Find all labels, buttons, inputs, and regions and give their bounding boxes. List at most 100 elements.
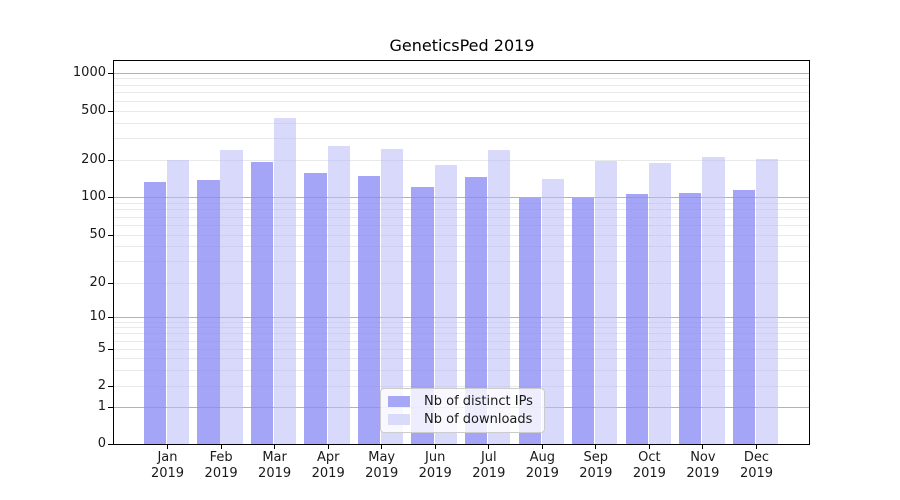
x-tick-mark [648,445,650,449]
bar-downloads-oct [648,162,672,444]
x-tick-mark [702,445,704,449]
legend-item-distinct-ips: Nb of distinct IPs [388,394,538,409]
gridline-major [114,72,809,74]
bar-distinct-ips-jun [411,187,434,444]
gridline-major [114,197,809,199]
bar-downloads-jun [434,165,457,444]
y-tick-label: 0 [97,436,106,451]
gridline-minor [114,358,809,360]
bar-distinct-ips-apr [304,173,327,444]
bar-distinct-ips-mar [250,161,274,444]
y-tick-label: 500 [81,102,106,118]
gridline-major [114,316,809,318]
x-tick-mark [595,445,597,449]
bar-distinct-ips-aug [518,198,541,444]
gridline-minor [114,216,809,218]
y-tick-mark [108,386,114,387]
y-tick-mark [108,110,114,112]
x-tick-mark [274,445,276,449]
bar-distinct-ips-nov [679,192,702,444]
y-tick-label: 200 [81,152,106,167]
gridline-minor [114,321,809,323]
x-tick-label: Jan 2019 [150,450,185,481]
chart-title: GeneticsPed 2019 [389,36,535,55]
gridline-minor [114,160,809,161]
y-tick-mark [108,72,114,74]
gridline-minor [114,122,809,124]
bar-distinct-ips-feb [197,180,220,444]
bar-distinct-ips-jan [143,182,167,444]
bar-downloads-aug [541,179,564,444]
y-tick-label: 20 [89,274,106,290]
gridline-minor [114,282,809,284]
legend-swatch-downloads-icon [388,414,410,425]
bar-downloads-jan [166,160,190,444]
bar-distinct-ips-sep [572,198,595,444]
gridline-minor [114,138,809,140]
gridline-minor [114,84,809,86]
legend-label-distinct-ips: Nb of distinct IPs [424,394,533,409]
y-tick-mark [108,349,114,351]
gridline-minor [114,349,809,351]
y-tick-mark [108,316,114,318]
gridline-minor [114,369,809,371]
gridline-minor [114,78,809,80]
x-tick-label: Nov 2019 [686,450,720,481]
x-tick-mark [756,445,757,449]
x-tick-label: May 2019 [365,450,399,481]
bar-downloads-dec [755,159,779,444]
gridline-minor [114,203,809,204]
x-tick-label: Sep 2019 [579,450,613,481]
x-tick-mark [434,445,436,449]
y-tick-label: 1000 [72,64,106,80]
bar-distinct-ips-may [357,176,381,444]
bar-distinct-ips-oct [625,193,648,444]
y-tick-mark [108,406,114,408]
x-tick-mark [541,445,543,449]
bar-distinct-ips-jul [465,176,488,444]
x-tick-mark [167,445,168,449]
bar-downloads-jul [488,149,511,444]
bar-downloads-nov [702,156,725,444]
x-tick-mark [381,445,383,449]
bar-downloads-apr [327,146,350,444]
gridline-minor [114,92,809,94]
y-tick-mark [108,282,114,284]
legend-label-downloads: Nb of downloads [424,412,533,427]
x-tick-mark [220,445,222,449]
x-tick-label: Oct 2019 [632,450,666,481]
x-tick-label: Dec 2019 [739,450,774,481]
x-tick-label: Apr 2019 [311,450,345,481]
gridline-minor [114,246,809,248]
y-tick-label: 50 [89,226,106,242]
gridline-minor [114,386,809,387]
gridline-minor [114,100,809,102]
gridline-minor [114,327,809,329]
y-tick-label: 1 [97,398,106,414]
gridline-minor [114,340,809,342]
x-tick-label: Jun 2019 [418,450,452,481]
gridline-minor [114,234,809,236]
legend-swatch-distinct-ips-icon [388,396,410,407]
legend-item-downloads: Nb of downloads [388,412,538,427]
y-tick-mark [108,197,114,199]
y-tick-label: 2 [97,378,106,393]
y-tick-mark [108,444,114,445]
x-tick-label: Mar 2019 [258,450,292,481]
x-tick-mark [488,445,490,449]
x-tick-label: Aug 2019 [525,450,559,481]
x-tick-label: Jul 2019 [472,450,506,481]
x-tick-mark [327,445,329,449]
bar-downloads-sep [595,161,618,444]
bar-distinct-ips-dec [732,189,756,444]
gridline-minor [114,333,809,335]
gridline-minor [114,110,809,112]
legend: Nb of distinct IPs Nb of downloads [380,388,545,433]
y-tick-mark [108,234,114,236]
bar-downloads-mar [273,118,297,444]
gridline-minor [114,261,809,263]
y-tick-label: 10 [89,308,106,324]
x-tick-label: Feb 2019 [204,450,238,481]
y-tick-label: 5 [97,341,106,357]
